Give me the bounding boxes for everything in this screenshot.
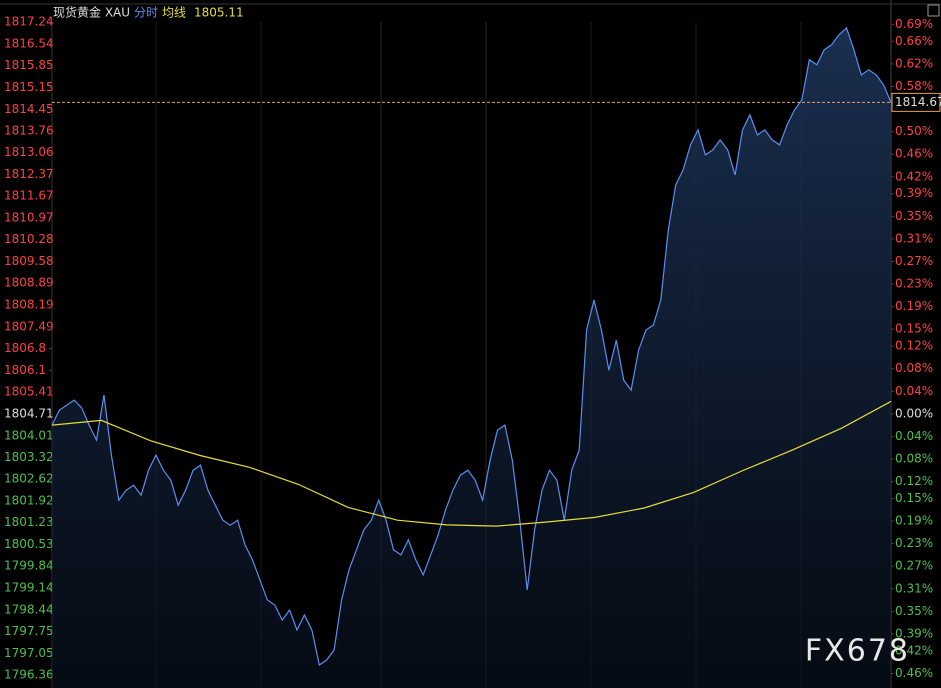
y-tick-label: 1796.36 [4,668,54,682]
y2-tick-label: 0.19% [895,299,933,313]
y2-tick-label: 0.04% [895,429,933,443]
y-tick-label: 1815.85 [4,58,54,72]
y2-tick-label: 0.08% [895,452,933,466]
y-tick-label: 1804.71 [4,406,54,420]
y2-tick-label: 0.23% [895,277,933,291]
y2-tick-label: 0.31% [895,581,933,595]
y2-tick-label: 0.42% [895,169,933,183]
y2-tick-label: 0.00% [895,406,933,420]
y2-tick-label: 0.19% [895,514,933,528]
last-price-tag [891,92,941,112]
y-tick-label: 1813.76 [4,123,54,137]
y2-tick-label: 0.04% [895,384,933,398]
y-tick-label: 1799.14 [4,581,54,595]
y2-tick-label: 0.12% [895,339,933,353]
y2-tick-label: 0.46% [895,666,933,680]
y-tick-label: 1806.8 [4,341,46,355]
y-tick-label: 1803.32 [4,450,54,464]
y2-tick-label: 0.27% [895,254,933,268]
y-tick-label: 1815.15 [4,80,54,94]
y2-tick-label: 0.46% [895,147,933,161]
y2-tick-label: 0.42% [895,643,933,657]
y2-tick-label: 0.23% [895,536,933,550]
y-tick-label: 1806.1 [4,363,46,377]
y-tick-label: 1813.06 [4,145,54,159]
y2-tick-label: 0.35% [895,209,933,223]
y-tick-label: 1808.89 [4,276,54,290]
y-tick-label: 1799.84 [4,559,54,573]
y2-tick-label: 0.31% [895,231,933,245]
y2-tick-label: 0.62% [895,56,933,70]
chart-title: 现货黄金 XAU [53,5,130,20]
y-tick-label: 1801.92 [4,494,54,508]
y2-tick-label: 0.08% [895,361,933,375]
y-tick-label: 1810.97 [4,211,54,225]
y-tick-label: 1811.67 [4,189,54,203]
y-tick-label: 1816.54 [4,36,54,50]
y2-tick-label: 0.35% [895,604,933,618]
y-tick-label: 1817.24 [4,15,54,29]
y-tick-label: 1805.41 [4,384,54,398]
y-tick-label: 1808.19 [4,298,54,312]
expand-icon[interactable] [927,4,940,17]
y-tick-label: 1807.49 [4,319,54,333]
y-tick-label: 1804.01 [4,428,54,442]
y-tick-label: 1814.45 [4,102,54,116]
y2-tick-label: 0.39% [895,186,933,200]
average-latest: 1805.11 [194,6,244,20]
y-tick-label: 1802.62 [4,472,54,486]
y-tick-label: 1800.53 [4,537,54,551]
y2-tick-label: 0.15% [895,322,933,336]
average-line [51,400,892,527]
y2-tick-label: 0.27% [895,559,933,573]
y-tick-label: 1809.58 [4,254,54,268]
y-tick-label: 1801.23 [4,515,54,529]
watermark: FX678 [805,634,910,669]
y-tick-label: 1797.05 [4,646,54,660]
y-tick-label: 1798.44 [4,602,54,616]
y2-tick-label: 0.66% [895,34,933,48]
y2-tick-label: 0.58% [895,79,933,93]
legend-average: 均线 [162,6,186,20]
last-price-label: 1814.67 [895,95,941,109]
y-tick-label: 1810.28 [4,232,54,246]
y2-tick-label: 0.69% [895,17,933,31]
y-tick-label: 1812.37 [4,167,54,181]
y2-tick-label: 0.15% [895,491,933,505]
y2-tick-label: 0.50% [895,124,933,138]
y2-tick-label: 0.39% [895,626,933,640]
price-area [52,27,891,688]
price-line [51,26,892,666]
y-tick-label: 1797.75 [4,624,54,638]
y2-tick-label: 0.12% [895,474,933,488]
legend-price: 分时 [134,6,158,20]
